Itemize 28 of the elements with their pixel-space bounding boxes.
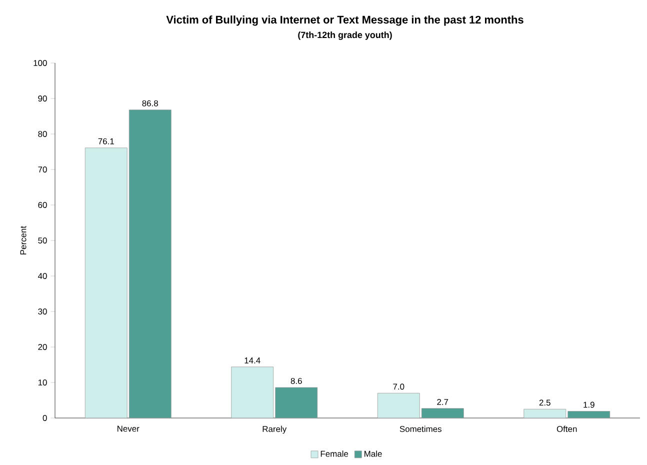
x-tick-label: Never — [118, 426, 140, 432]
legend-label: Male — [364, 450, 382, 457]
y-tick-label: 40 — [38, 273, 47, 279]
y-tick-label: 20 — [38, 344, 47, 350]
data-label: 86.8 — [142, 100, 158, 106]
chart-title: Victim of Bullying via Internet or Text Message in the past 12 months — [166, 16, 524, 26]
y-tick-label: 100 — [34, 60, 47, 66]
y-tick-label: 0 — [42, 415, 47, 421]
y-tick-label: 70 — [38, 166, 47, 172]
x-tick-label: Often — [556, 426, 577, 432]
y-tick-label: 80 — [38, 131, 47, 137]
data-label: 1.9 — [584, 402, 594, 408]
x-tick-label: Sometimes — [400, 426, 442, 432]
data-label: 76.1 — [98, 138, 114, 144]
y-tick-label: 50 — [38, 238, 47, 244]
data-label: 7.0 — [393, 384, 404, 390]
y-tick-label: 30 — [38, 308, 47, 314]
data-label: 2.7 — [437, 398, 448, 405]
data-label: 8.6 — [290, 378, 302, 384]
data-label: 14.4 — [244, 358, 260, 364]
chart-subtitle: (7th-12th grade youth) — [298, 32, 392, 40]
legend-label: Female — [320, 450, 348, 457]
y-tick-label: 10 — [38, 380, 47, 386]
data-label: 2.5 — [539, 400, 550, 406]
y-axis-title: Percent — [20, 226, 26, 254]
y-tick-label: 60 — [38, 202, 47, 208]
x-tick-label: Rarely — [262, 426, 287, 434]
y-tick-label: 90 — [38, 96, 47, 102]
